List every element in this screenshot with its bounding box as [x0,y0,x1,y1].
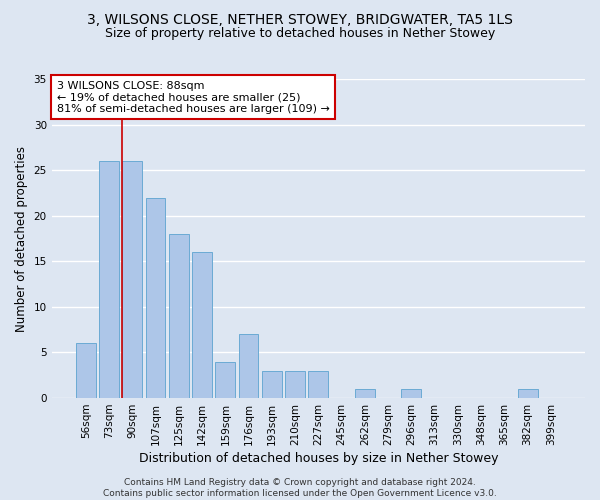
Bar [518,389,538,398]
Bar [169,234,188,398]
Text: Size of property relative to detached houses in Nether Stowey: Size of property relative to detached ho… [105,28,495,40]
Text: 3 WILSONS CLOSE: 88sqm
← 19% of detached houses are smaller (25)
81% of semi-det: 3 WILSONS CLOSE: 88sqm ← 19% of detached… [57,80,330,114]
Bar [76,344,95,398]
Bar [99,161,119,398]
Bar [122,161,142,398]
X-axis label: Distribution of detached houses by size in Nether Stowey: Distribution of detached houses by size … [139,452,498,465]
Bar [401,389,421,398]
Bar [285,370,305,398]
Text: 3, WILSONS CLOSE, NETHER STOWEY, BRIDGWATER, TA5 1LS: 3, WILSONS CLOSE, NETHER STOWEY, BRIDGWA… [87,12,513,26]
Bar [355,389,375,398]
Bar [308,370,328,398]
Text: Contains HM Land Registry data © Crown copyright and database right 2024.
Contai: Contains HM Land Registry data © Crown c… [103,478,497,498]
Y-axis label: Number of detached properties: Number of detached properties [15,146,28,332]
Bar [146,198,166,398]
Bar [215,362,235,398]
Bar [262,370,282,398]
Bar [239,334,259,398]
Bar [192,252,212,398]
